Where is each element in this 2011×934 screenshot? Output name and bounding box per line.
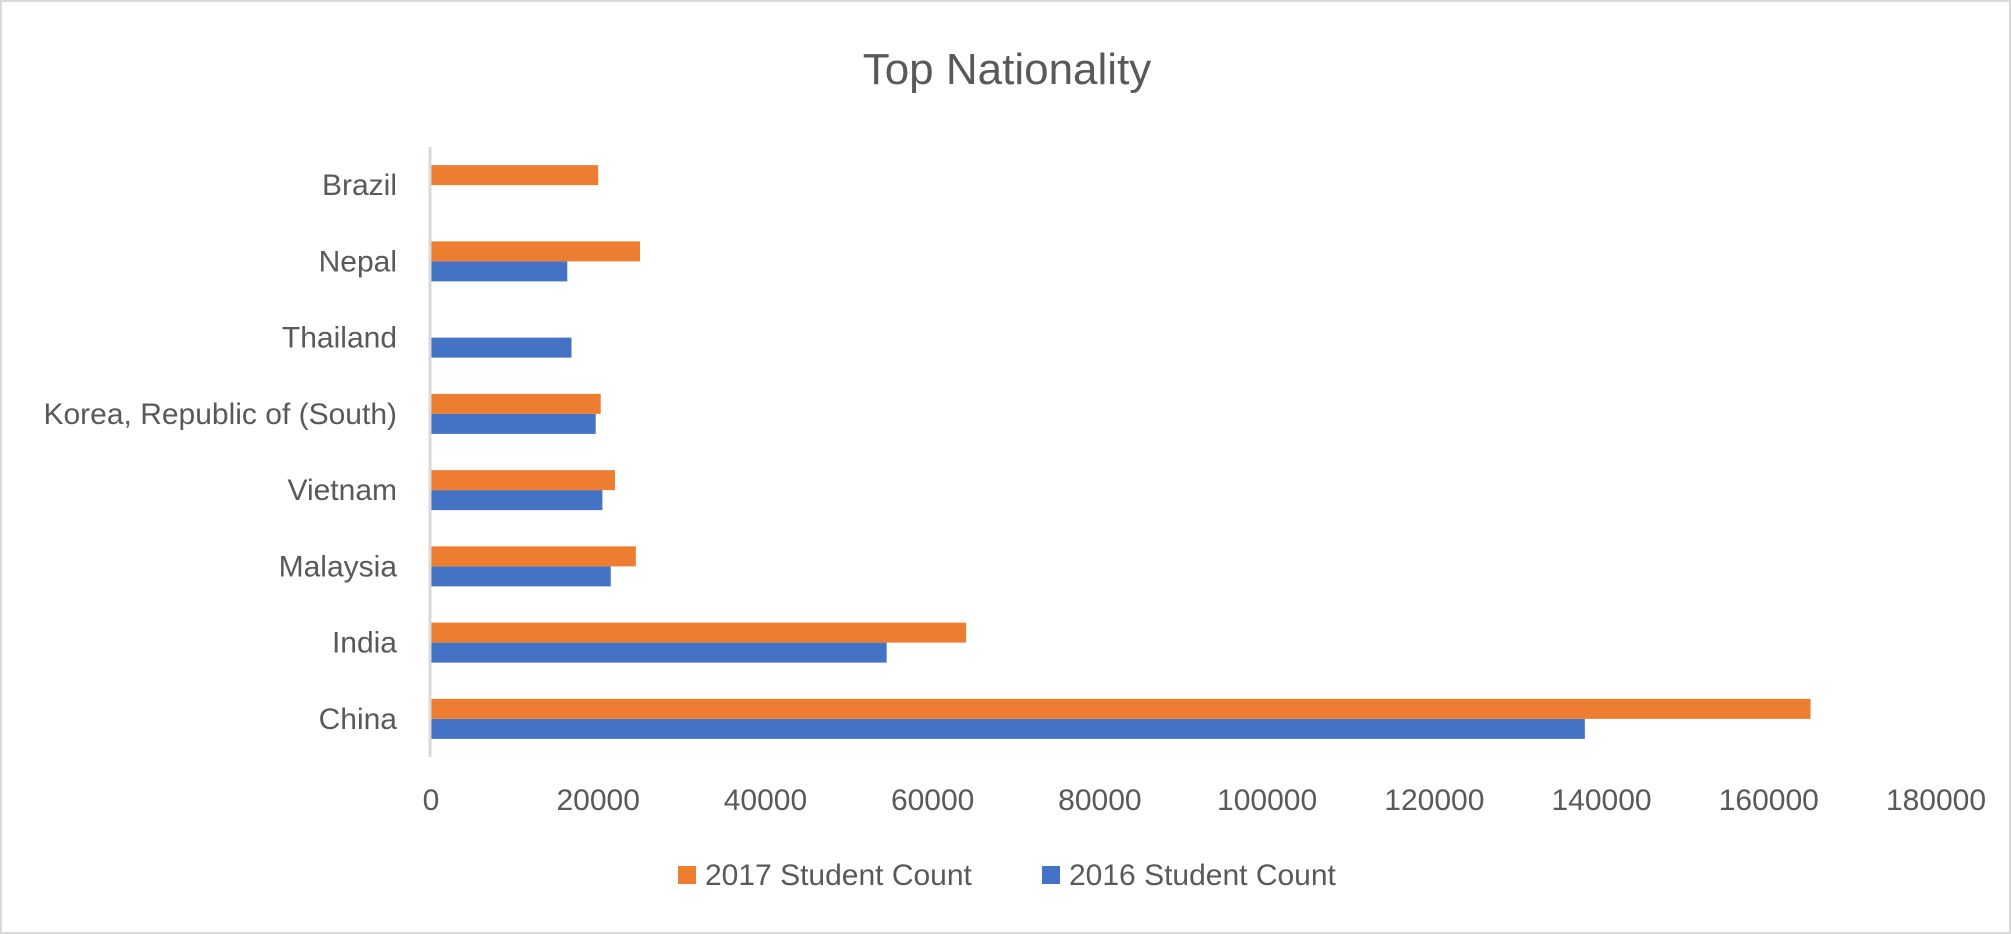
legend: 2017 Student Count 2016 Student Count	[678, 859, 1337, 892]
category-label: Nepal	[319, 245, 397, 278]
bar-2016	[431, 566, 611, 587]
category-label: China	[319, 703, 398, 736]
legend-label: 2017 Student Count	[705, 859, 973, 892]
x-tick-label: 120000	[1384, 784, 1484, 817]
category-label: India	[332, 627, 397, 660]
category-label: Vietnam	[287, 474, 397, 507]
chart-title: Top Nationality	[863, 45, 1152, 94]
bar-2017	[431, 393, 601, 414]
plot-area	[431, 165, 1811, 739]
category-label: Brazil	[322, 169, 397, 202]
x-tick-label: 0	[423, 784, 440, 817]
bar-2017	[431, 470, 615, 491]
x-tick-label: 160000	[1719, 784, 1819, 817]
bar-2016	[431, 718, 1585, 739]
x-tick-label: 140000	[1552, 784, 1652, 817]
x-tick-label: 180000	[1886, 784, 1986, 817]
x-tick-label: 40000	[724, 784, 807, 817]
legend-swatch	[1042, 866, 1060, 884]
x-tick-label: 20000	[557, 784, 640, 817]
bar-2017	[431, 698, 1811, 719]
category-label: Malaysia	[279, 550, 398, 583]
category-axis: China India Malaysia Vietnam Korea, Republic…	[43, 147, 432, 757]
bar-2016	[431, 490, 603, 511]
bar-2016	[431, 337, 572, 358]
category-label: Korea, Republic of (South)	[43, 398, 397, 431]
bar-2017	[431, 622, 967, 643]
bar-2017	[431, 546, 636, 567]
x-tick-label: 80000	[1058, 784, 1141, 817]
bar-2016	[431, 642, 887, 663]
x-tick-label: 100000	[1217, 784, 1317, 817]
bar-2017	[431, 241, 641, 262]
x-tick-label: 60000	[891, 784, 974, 817]
bar-2017	[431, 165, 599, 186]
legend-swatch	[678, 866, 696, 884]
category-label: Thailand	[282, 322, 397, 355]
value-axis: 0 20000 40000 60000 80000 100000 120000 140000 1…	[423, 784, 1986, 817]
legend-label: 2016 Student Count	[1069, 859, 1337, 892]
bar-2016	[431, 261, 568, 282]
bar-2016	[431, 413, 596, 434]
